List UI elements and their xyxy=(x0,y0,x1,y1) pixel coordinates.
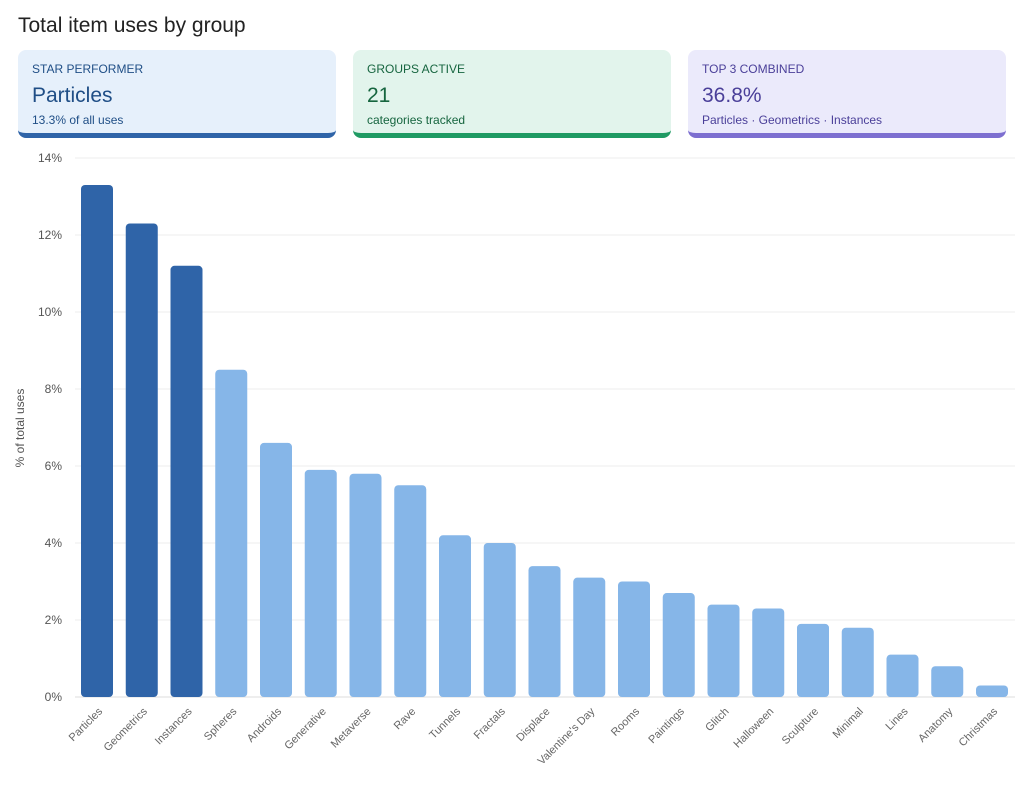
x-tick-label: Instances xyxy=(153,705,195,747)
star-performer-card: STAR PERFORMER Particles 13.3% of all us… xyxy=(18,50,336,138)
x-tick-label: Minimal xyxy=(831,706,866,741)
y-tick-label: 14% xyxy=(38,151,62,165)
card-label: TOP 3 COMBINED xyxy=(702,62,805,76)
x-tick-label: Tunnels xyxy=(427,705,463,741)
x-tick-label: Rave xyxy=(392,706,419,733)
bar-halloween xyxy=(752,608,785,697)
bar-spheres xyxy=(215,369,248,697)
card-value: Particles xyxy=(32,84,113,107)
y-tick-label: 10% xyxy=(38,305,62,319)
bar-rooms xyxy=(618,581,650,697)
y-axis-label: % of total uses xyxy=(13,389,27,468)
y-tick-label: 8% xyxy=(45,382,63,396)
x-tick-label: Particles xyxy=(67,705,106,744)
y-tick-label: 12% xyxy=(38,228,62,242)
x-tick-label: Christmas xyxy=(957,705,1001,749)
card-label: GROUPS ACTIVE xyxy=(367,62,466,76)
bar-valentine-s-day xyxy=(573,577,606,697)
bar-sculpture xyxy=(797,623,829,697)
card-value: 21 xyxy=(367,84,391,107)
x-tick-label: Lines xyxy=(884,705,911,732)
groups-active-card: GROUPS ACTIVE 21 categories tracked xyxy=(353,50,671,138)
x-tick-label: Sculpture xyxy=(780,706,821,747)
x-tick-label: Metaverse xyxy=(329,706,374,751)
bar-fractals xyxy=(483,543,516,697)
top3-combined-card: TOP 3 COMBINED 36.8% Particles · Geometr… xyxy=(688,50,1006,138)
bar-displace xyxy=(528,566,561,697)
card-sub: Particles · Geometrics · Instances xyxy=(702,113,883,127)
bar-geometrics xyxy=(125,223,158,697)
bar-instances xyxy=(170,265,203,697)
x-tick-label: Rooms xyxy=(609,705,642,738)
card-sub: categories tracked xyxy=(367,113,466,127)
y-tick-label: 0% xyxy=(45,690,63,704)
card-label: STAR PERFORMER xyxy=(32,62,144,76)
bar-generative xyxy=(304,469,337,697)
bar-minimal xyxy=(841,627,874,697)
x-tick-label: Androids xyxy=(245,705,285,745)
x-tick-label: Generative xyxy=(282,706,329,753)
bar-anatomy xyxy=(931,666,964,697)
card-sub: 13.3% of all uses xyxy=(32,113,124,127)
x-tick-label: Paintings xyxy=(646,705,687,746)
y-tick-label: 4% xyxy=(45,536,63,550)
y-tick-label: 6% xyxy=(45,459,63,473)
bar-paintings xyxy=(662,593,695,697)
x-tick-label: Glitch xyxy=(703,706,731,734)
bar-androids xyxy=(260,442,292,697)
x-tick-label: Anatomy xyxy=(916,705,956,745)
x-tick-label: Halloween xyxy=(732,706,777,751)
y-tick-label: 2% xyxy=(45,613,63,627)
bar-christmas xyxy=(976,685,1008,697)
page-title: Total item uses by group xyxy=(18,14,246,37)
bar-metaverse xyxy=(349,473,382,697)
card-value: 36.8% xyxy=(702,84,762,107)
bar-rave xyxy=(394,485,427,697)
x-tick-label: Fractals xyxy=(472,705,508,741)
bar-glitch xyxy=(707,604,740,697)
x-tick-label: Displace xyxy=(514,706,552,744)
x-tick-label: Spheres xyxy=(202,705,240,743)
x-tick-label: Geometrics xyxy=(102,705,151,754)
bar-lines xyxy=(886,654,919,697)
bar-tunnels xyxy=(439,535,471,697)
bar-particles xyxy=(81,184,113,697)
